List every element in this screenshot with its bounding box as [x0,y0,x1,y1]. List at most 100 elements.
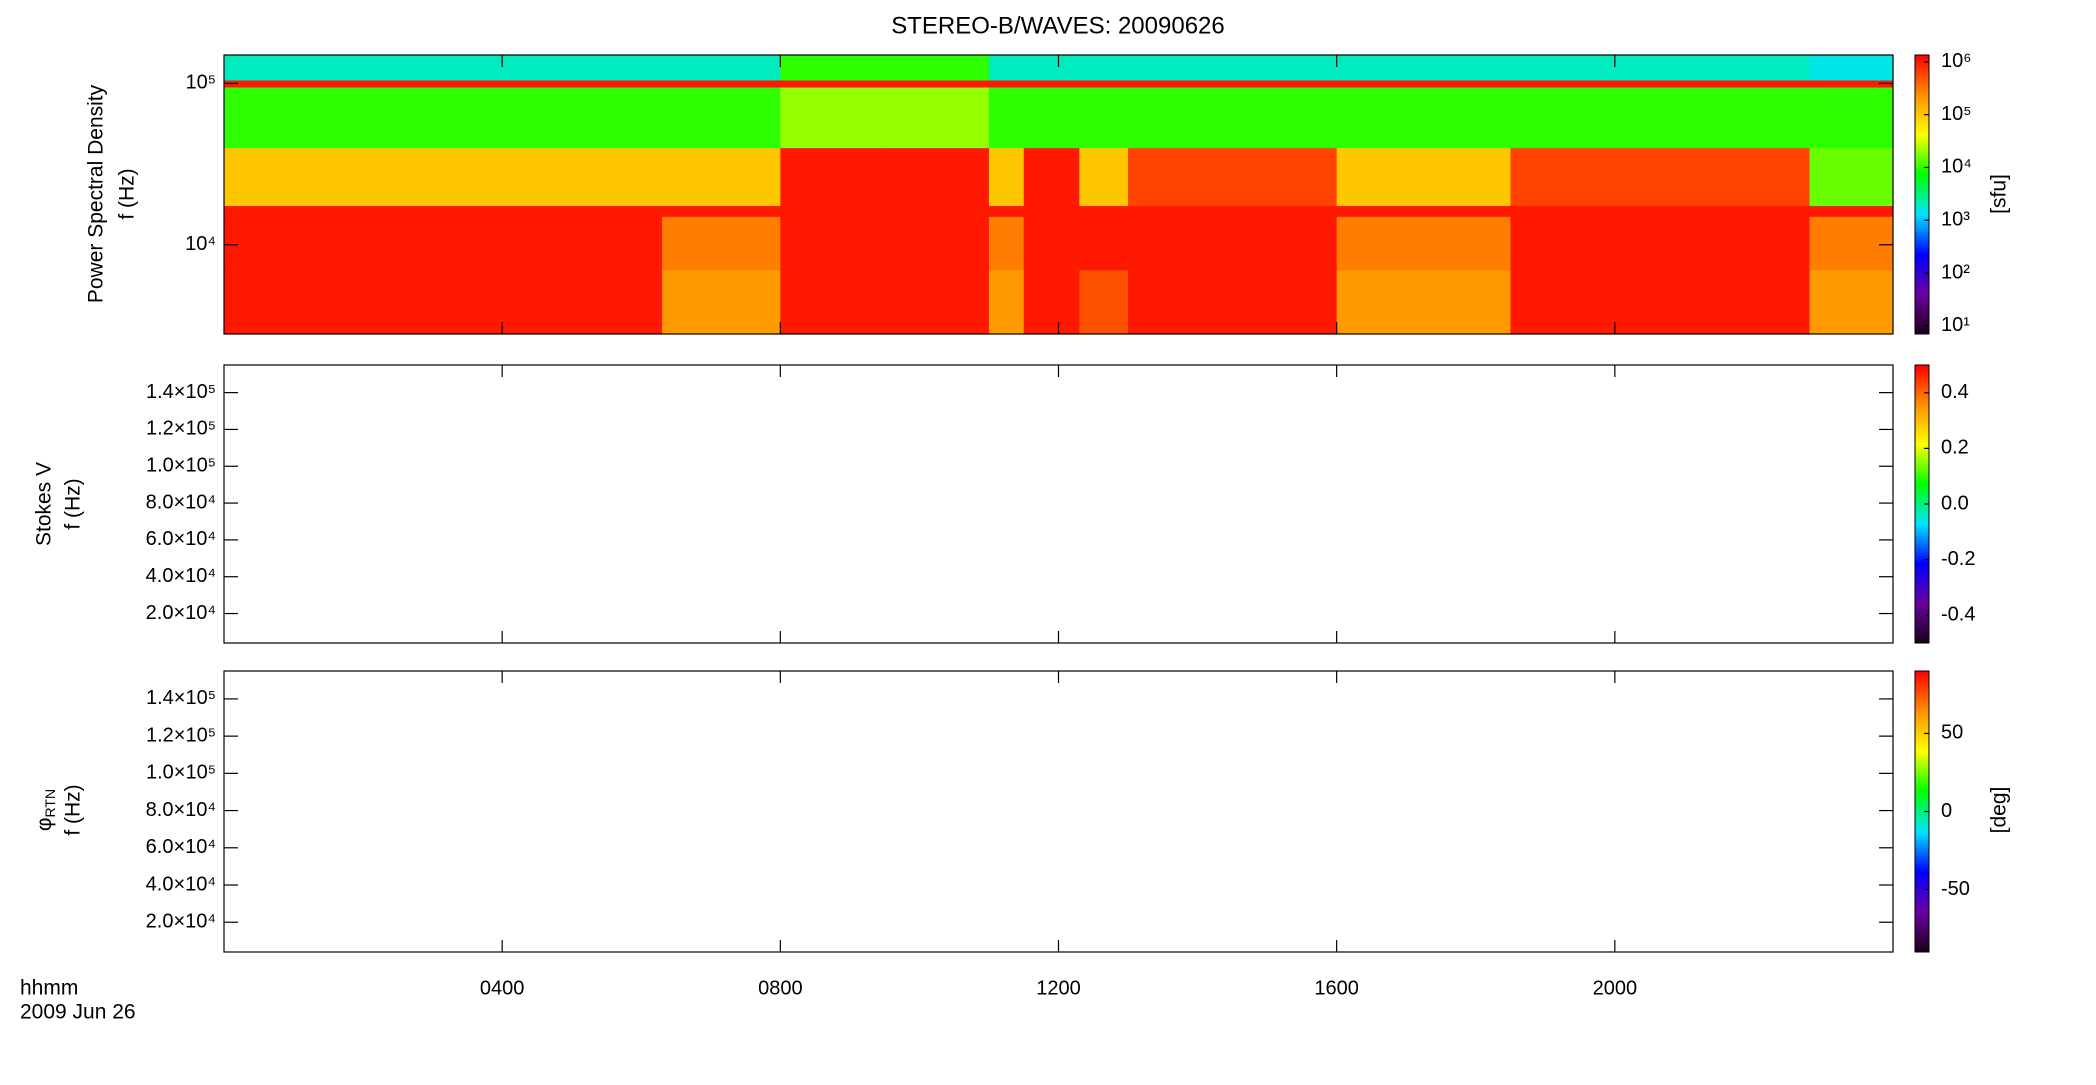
colorbar-label: [sfu] [1988,174,2011,214]
colorbar-tick-label: 0 [1941,800,1952,822]
heatmap-cell [1128,87,1338,149]
heatmap-cell [1336,269,1512,335]
y-tick-label: 2.0×10⁴ [146,602,216,624]
heatmap-cell [224,269,663,335]
y-tick-label: 1.4×10⁵ [146,381,216,403]
heatmap-cell [988,79,1025,88]
heatmap-cell [1128,205,1338,217]
colorbar-tick-label: 10⁶ [1941,50,1971,72]
x-axis-sublabel: 2009 Jun 26 [20,1001,136,1024]
heatmap-cell [1023,55,1080,81]
heatmap-cell [662,79,781,88]
heatmap-cell [1809,79,1894,88]
heatmap-cell [1128,147,1338,207]
heatmap-cell [1336,79,1512,88]
heatmap-cell [884,147,990,207]
heatmap-cell [224,216,663,271]
colorbar-tick-label: 10² [1941,261,1970,283]
heatmap-cell [988,55,1025,81]
heatmap-cell [1510,87,1811,149]
heatmap-cell [1336,147,1512,207]
colorbar-tick-label: 10⁴ [1941,156,1972,178]
heatmap-cell [1336,205,1512,217]
heatmap-cell [884,87,990,149]
heatmap-cell [1023,205,1080,217]
chart-title: STEREO-B/WAVES: 20090626 [891,12,1224,39]
y-axis-symbol: φ [33,817,56,831]
heatmap-cell [1510,79,1811,88]
colorbar [1914,54,1930,335]
heatmap-cell [1510,205,1811,217]
y-tick-label: 10⁵ [185,72,216,94]
heatmap-cell [1510,216,1811,271]
colorbar-tick-label: 0.2 [1941,437,1969,459]
heatmap-cell [1079,87,1129,149]
y-axis-label: φRTN [33,789,58,831]
heatmap-cell [224,87,663,149]
y-tick-label: 4.0×10⁴ [146,565,216,587]
heatmap-cell [1079,216,1129,271]
heatmap-cell [884,269,990,335]
heatmap-cell [224,79,663,88]
heatmap-cell [1128,216,1338,271]
heatmap-cell [1079,79,1129,88]
heatmap-cell [662,55,781,81]
colorbar-label: [deg] [1988,787,2011,834]
x-tick-label: 0800 [758,977,803,999]
heatmap-cell [780,216,886,271]
heatmap-cell [662,216,781,271]
y-tick-label: 8.0×10⁴ [146,491,216,513]
heatmap-cell [1809,269,1894,335]
y-tick-label: 6.0×10⁴ [146,528,216,550]
colorbar-tick-label: 10⁵ [1941,103,1972,125]
y-tick-label: 8.0×10⁴ [146,799,216,821]
heatmap-cell [662,205,781,217]
y-axis-label: Stokes V [33,462,56,546]
heatmap-cell [780,269,886,335]
x-tick-label: 1600 [1314,977,1359,999]
heatmap-cell [1079,269,1129,335]
heatmap-cell [662,87,781,149]
y-tick-label: 1.0×10⁵ [146,762,216,784]
heatmap-cell [884,216,990,271]
colorbar-tick-label: 50 [1941,722,1963,744]
heatmap-cell [1809,205,1894,217]
heatmap-cell [780,87,886,149]
heatmap-cell [1336,216,1512,271]
heatmap-cell [780,79,886,88]
heatmap-cell [1023,147,1080,207]
heatmap-cell [224,55,663,81]
y-tick-label: 1.2×10⁵ [146,724,216,746]
heatmap-cell [1128,55,1338,81]
heatmap-cell [988,205,1025,217]
colorbar-tick-label: 10¹ [1941,314,1970,336]
heatmap-cell [662,269,781,335]
heatmap-cell [988,269,1025,335]
y-tick-label: 1.0×10⁵ [146,455,216,477]
y-axis-unit: f (Hz) [62,784,85,835]
heatmap-cell [780,205,886,217]
heatmap-cell [1510,147,1811,207]
x-tick-label: 2000 [1593,977,1638,999]
y-axis-unit: f (Hz) [62,478,85,529]
heatmap-cell [1023,216,1080,271]
heatmap-cell [1510,269,1811,335]
heatmap-cell [988,87,1025,149]
heatmap-cell [1128,269,1338,335]
colorbar-tick-label: 10³ [1941,209,1970,231]
heatmap-cell [224,147,663,207]
heatmap-cell [1023,87,1080,149]
heatmap-cell [884,55,990,81]
y-tick-label: 10⁴ [185,233,216,255]
plot-frame [223,670,1894,953]
x-tick-label: 1200 [1036,977,1081,999]
heatmap-cell [1128,79,1338,88]
heatmap-cell [1809,147,1894,207]
y-axis-unit: f (Hz) [116,168,139,219]
y-tick-label: 4.0×10⁴ [146,873,216,895]
heatmap-cell [1336,87,1512,149]
x-axis-label: hhmm [20,977,78,1000]
heatmap-cell [1079,55,1129,81]
heatmap-cell [884,79,990,88]
